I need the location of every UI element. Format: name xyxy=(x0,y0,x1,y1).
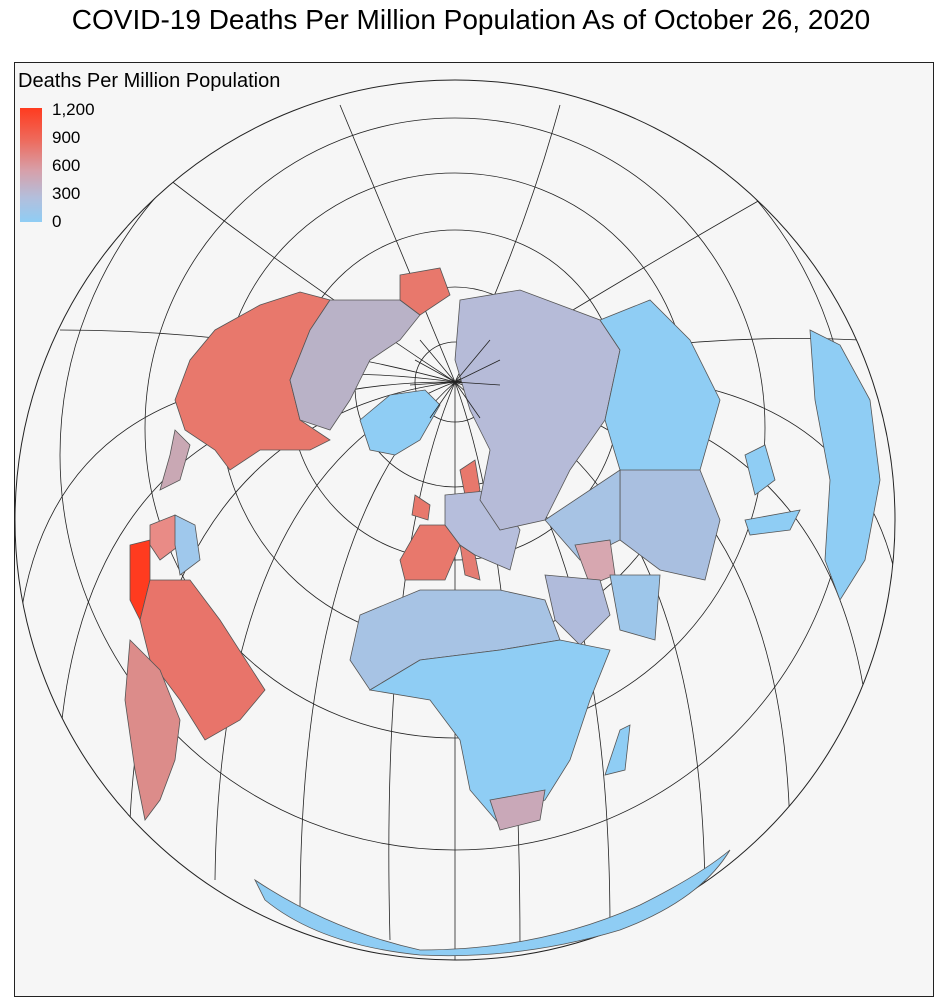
land-madagascar xyxy=(604,724,631,776)
land-india xyxy=(609,574,661,641)
legend-label-600: 600 xyxy=(52,156,81,175)
land-brazil xyxy=(139,579,266,741)
land-chile-argentina xyxy=(124,639,181,821)
legend-color-bar xyxy=(20,108,42,222)
land-africa xyxy=(368,639,611,826)
land-south-africa xyxy=(489,789,546,831)
land-colombia xyxy=(149,514,181,561)
map-title: COVID-19 Deaths Per Million Population A… xyxy=(71,4,871,35)
land-antarctica xyxy=(253,849,731,957)
legend-label-300: 300 xyxy=(52,184,81,203)
land-mexico xyxy=(159,429,191,491)
land-australia xyxy=(809,329,881,601)
land-venezuela xyxy=(174,514,201,576)
legend-title: Deaths Per Million Population xyxy=(18,70,281,92)
land-uk xyxy=(411,494,431,521)
legend-label-0: 0 xyxy=(52,212,62,231)
legend-label-900: 900 xyxy=(52,128,81,147)
land-russia-east xyxy=(599,299,721,481)
legend-label-1200: 1,200 xyxy=(52,100,95,119)
land-central-asia xyxy=(544,469,621,561)
land-greenland xyxy=(359,389,441,456)
land-japan xyxy=(744,444,776,496)
land-canada-north xyxy=(399,267,451,316)
land-middle-east xyxy=(544,574,611,646)
land-indonesia xyxy=(744,509,801,536)
land-china xyxy=(619,469,721,581)
pole-meridians xyxy=(409,339,501,419)
